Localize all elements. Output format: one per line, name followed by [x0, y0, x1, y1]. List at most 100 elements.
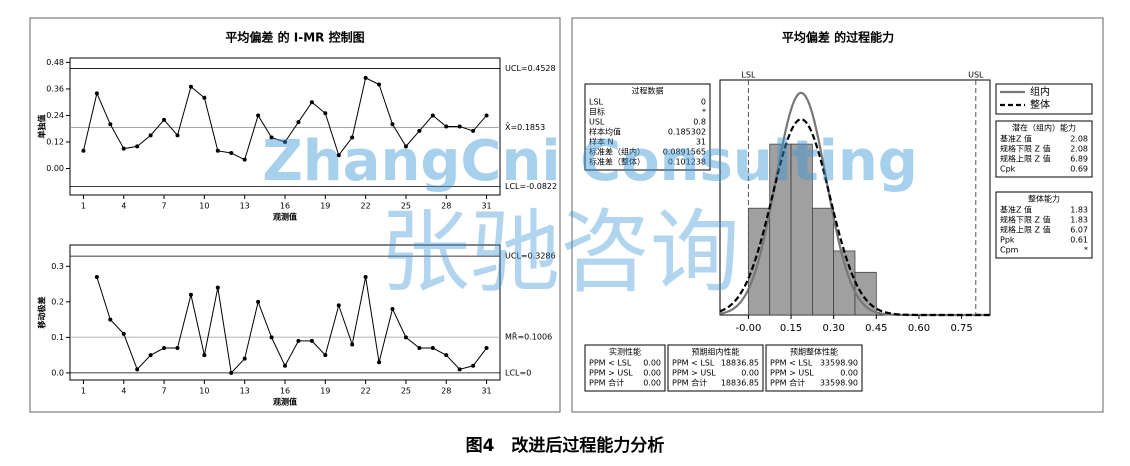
table-box	[584, 344, 666, 392]
table-value: 18836.85	[721, 379, 759, 388]
x-tick-label: -0.00	[735, 323, 761, 334]
data-point	[403, 144, 408, 149]
data-point	[363, 274, 368, 279]
data-point	[444, 124, 449, 129]
table-label: PPM > USL	[672, 369, 716, 378]
table-label: PPM 合计	[589, 378, 624, 388]
caption: 图4 改进后过程能力分析	[466, 435, 665, 456]
data-point	[108, 317, 113, 322]
watermark: 张驰咨询	[380, 200, 740, 305]
data-point	[283, 139, 287, 144]
x-tick-label: 22	[361, 387, 371, 396]
data-point	[323, 111, 328, 116]
table-label: 规格上限 Z 值	[1000, 225, 1051, 235]
data-point	[484, 113, 489, 118]
table-title: 预期组内性能	[692, 347, 740, 357]
data-point	[377, 360, 382, 365]
data-point	[188, 292, 193, 297]
table-value: *	[1084, 246, 1088, 255]
table-value: 2.08	[1070, 145, 1088, 154]
table-label: Cpk	[1000, 165, 1016, 174]
table-label: PPM 合计	[672, 378, 707, 388]
data-point	[403, 335, 408, 340]
data-point	[242, 356, 247, 361]
data-point	[269, 135, 274, 140]
table-value: 0.69	[1070, 165, 1088, 174]
fit-curve	[719, 118, 990, 317]
table-label: USL	[589, 118, 605, 127]
x-tick-label: 13	[240, 202, 250, 211]
table-title: 预期整体性能	[790, 347, 838, 357]
table-value: 0.00	[643, 359, 661, 368]
y-tick-label: 0.00	[46, 164, 64, 173]
table-box	[765, 344, 863, 392]
table-value: 33598.90	[820, 379, 858, 388]
data-point	[309, 338, 314, 343]
x-tick-label: 28	[441, 387, 451, 396]
data-point	[256, 113, 261, 118]
x-tick-label: 7	[162, 202, 167, 211]
table-title: 潜在（组内）能力	[1012, 123, 1076, 133]
data-point	[202, 95, 207, 100]
legend	[995, 83, 1093, 115]
table-value: 0.8	[693, 118, 706, 127]
table-value: 0	[701, 98, 706, 107]
data-point	[350, 135, 355, 140]
y-tick-label: 0.3	[51, 262, 64, 271]
control-limit-label: X̄=0.1853	[505, 122, 545, 132]
table-box	[584, 83, 711, 171]
y-tick-label: 0.12	[46, 137, 64, 146]
data-point	[94, 274, 99, 279]
x-tick-label: 28	[441, 202, 451, 211]
data-point	[135, 367, 140, 372]
x-tick-label: 16	[280, 387, 290, 396]
table-title: 整体能力	[1028, 194, 1060, 204]
table-label: Ppk	[1000, 236, 1015, 245]
data-point	[377, 82, 382, 87]
data-point	[162, 117, 167, 122]
y-axis-label: 移动极差	[37, 297, 47, 329]
table-value: 0.00	[643, 379, 661, 388]
data-point	[81, 148, 86, 153]
x-tick-label: 1	[81, 202, 86, 211]
data-point	[162, 346, 167, 351]
table-label: 目标	[589, 107, 605, 117]
table-value: 31	[696, 138, 706, 147]
table-value: 0.185302	[668, 128, 706, 137]
table-label: 规格下限 Z 值	[1000, 144, 1051, 154]
x-tick-label: 31	[481, 387, 491, 396]
legend-label: 整体	[1030, 98, 1050, 111]
x-tick-label: 0.60	[908, 323, 930, 334]
table-label: 样本均值	[589, 127, 621, 137]
table-value: 0.61	[1070, 236, 1088, 245]
x-axis-label: 观测值	[273, 212, 297, 222]
x-tick-label: 1	[81, 387, 86, 396]
y-tick-label: 0.36	[46, 84, 64, 93]
data-point	[94, 91, 99, 96]
table-box	[667, 344, 764, 392]
data-point	[471, 363, 476, 368]
data-point	[135, 144, 140, 149]
x-tick-label: 4	[121, 202, 126, 211]
data-point	[336, 153, 341, 158]
table-value: 33598.90	[820, 359, 858, 368]
x-tick-label: 4	[121, 387, 126, 396]
table-label: 规格上限 Z 值	[1000, 154, 1051, 164]
table-box	[995, 120, 1093, 178]
data-point	[390, 122, 395, 127]
spec-limit-label: LSL	[741, 71, 756, 80]
x-tick-label: 31	[481, 202, 491, 211]
x-tick-label: 25	[401, 202, 411, 211]
table-value: *	[702, 108, 706, 117]
fit-curve	[719, 91, 990, 317]
data-point	[457, 367, 462, 372]
x-tick-label: 22	[361, 202, 371, 211]
x-tick-label: 25	[401, 387, 411, 396]
table-label: PPM < LSL	[589, 359, 632, 368]
table-value: 6.07	[1070, 226, 1088, 235]
data-point	[256, 299, 261, 304]
table-label: PPM > USL	[770, 369, 814, 378]
legend-label: 组内	[1030, 85, 1050, 98]
y-tick-label: 0.48	[46, 58, 64, 67]
